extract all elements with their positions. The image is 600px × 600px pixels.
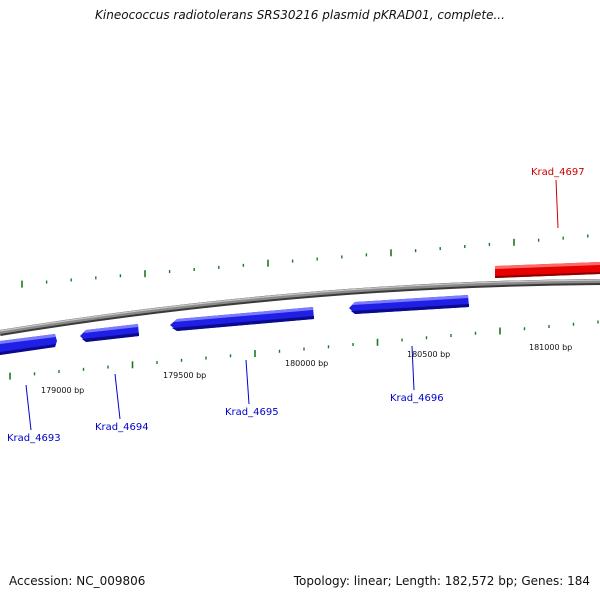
scale-label-179500: 179500 bp: [163, 371, 206, 380]
backbone-shadow: [0, 279, 600, 336]
accession-text: Accession: NC_009806: [9, 574, 146, 588]
gene-label-krad-4696[interactable]: Krad_4696: [390, 393, 444, 404]
gene-krad-4695[interactable]: [170, 307, 314, 331]
gene-label-krad-4693[interactable]: Krad_4693: [7, 433, 61, 444]
gene-label-krad-4694[interactable]: Krad_4694: [95, 422, 149, 433]
scale-label-180500: 180500 bp: [407, 350, 450, 359]
upper-tick-track: [21, 234, 589, 288]
leader-krad-4696: [411, 345, 415, 391]
gene-label-krad-4695[interactable]: Krad_4695: [225, 407, 279, 418]
backbone: [0, 279, 600, 334]
lower-tick-track: [9, 320, 599, 380]
backbone-highlight: [0, 279, 600, 332]
gene-krad-4693[interactable]: [0, 334, 57, 355]
gene-krad-4697[interactable]: [495, 262, 600, 278]
gene-label-krad-4697[interactable]: Krad_4697: [531, 167, 585, 178]
map-title: Kineococcus radiotolerans SRS30216 plasm…: [95, 8, 505, 22]
scale-label-179000: 179000 bp: [41, 386, 84, 395]
leader-krad-4693: [25, 384, 32, 431]
topology-summary: Topology: linear; Length: 182,572 bp; Ge…: [293, 574, 590, 588]
gene-krad-4696[interactable]: [349, 295, 469, 314]
leader-krad-4694: [114, 373, 121, 420]
gene-krad-4694[interactable]: [80, 324, 139, 342]
scale-label-181000: 181000 bp: [529, 343, 572, 352]
leader-krad-4697: [555, 179, 559, 229]
scale-label-180000: 180000 bp: [285, 359, 328, 368]
leader-krad-4695: [245, 359, 250, 405]
